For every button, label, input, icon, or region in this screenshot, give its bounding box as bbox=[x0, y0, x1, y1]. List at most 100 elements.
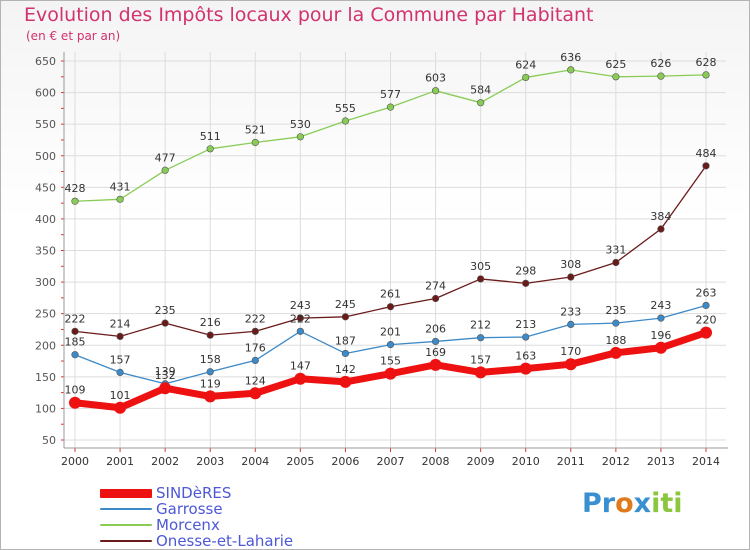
data-label-onesse-et-laharie: 261 bbox=[380, 288, 401, 301]
data-point-morcenx bbox=[386, 103, 395, 111]
data-point-garrosse bbox=[386, 341, 395, 349]
data-label-morcenx: 624 bbox=[515, 58, 536, 71]
data-point-onesse-et-laharie bbox=[386, 303, 395, 311]
data-label-sind-res: 220 bbox=[696, 314, 717, 327]
data-point-onesse-et-laharie bbox=[296, 314, 304, 322]
data-label-onesse-et-laharie: 222 bbox=[245, 312, 266, 325]
y-tick-label: 300 bbox=[35, 276, 56, 289]
data-label-morcenx: 584 bbox=[470, 84, 491, 97]
data-point-morcenx bbox=[567, 66, 575, 74]
data-label-morcenx: 628 bbox=[696, 56, 717, 69]
data-point-sind-res bbox=[654, 341, 667, 354]
data-label-sind-res: 188 bbox=[605, 334, 626, 347]
x-tick-label: 2008 bbox=[422, 455, 450, 468]
data-label-garrosse: 243 bbox=[650, 299, 671, 312]
legend-item-garrosse: Garrosse bbox=[100, 501, 223, 517]
data-label-morcenx: 625 bbox=[605, 58, 626, 71]
data-point-garrosse bbox=[206, 368, 214, 376]
data-point-onesse-et-laharie bbox=[477, 275, 485, 283]
data-point-onesse-et-laharie bbox=[522, 279, 530, 287]
x-tick-label: 2013 bbox=[647, 455, 675, 468]
data-point-sind-res bbox=[294, 372, 307, 385]
data-point-sind-res bbox=[429, 358, 442, 371]
legend-swatch bbox=[100, 524, 152, 526]
data-label-garrosse: 235 bbox=[605, 304, 626, 317]
y-tick-label: 500 bbox=[35, 150, 56, 163]
legend-item-onesse-et-laharie: Onesse-et-Laharie bbox=[100, 533, 293, 549]
data-point-morcenx bbox=[71, 197, 79, 205]
data-point-garrosse bbox=[116, 368, 124, 377]
legend-swatch bbox=[100, 508, 152, 510]
x-tick-label: 2002 bbox=[151, 455, 179, 468]
y-tick-label: 250 bbox=[35, 308, 56, 321]
x-tick-label: 2007 bbox=[377, 455, 405, 468]
data-point-sind-res bbox=[159, 382, 172, 395]
data-label-morcenx: 577 bbox=[380, 88, 401, 101]
y-tick-label: 450 bbox=[35, 181, 56, 194]
data-point-onesse-et-laharie bbox=[612, 258, 620, 267]
data-label-garrosse: 157 bbox=[110, 353, 131, 366]
x-tick-label: 2001 bbox=[106, 455, 134, 468]
data-point-morcenx bbox=[702, 71, 710, 79]
data-label-sind-res: 147 bbox=[290, 360, 311, 373]
data-label-onesse-et-laharie: 216 bbox=[200, 316, 221, 329]
data-point-morcenx bbox=[206, 145, 214, 153]
data-label-onesse-et-laharie: 274 bbox=[425, 280, 446, 293]
data-point-sind-res bbox=[249, 387, 262, 400]
y-tick-label: 350 bbox=[35, 245, 56, 258]
data-label-onesse-et-laharie: 214 bbox=[110, 317, 131, 330]
data-label-garrosse: 222 bbox=[290, 312, 311, 325]
x-tick-label: 2009 bbox=[467, 455, 495, 468]
data-label-garrosse: 213 bbox=[515, 318, 536, 331]
x-tick-label: 2014 bbox=[692, 455, 720, 468]
data-point-onesse-et-laharie bbox=[702, 162, 710, 170]
data-label-sind-res: 163 bbox=[515, 350, 536, 363]
data-point-sind-res bbox=[204, 390, 217, 403]
data-label-garrosse: 206 bbox=[425, 322, 446, 335]
legend-label: Morcenx bbox=[156, 516, 220, 534]
data-point-onesse-et-laharie bbox=[251, 327, 259, 335]
data-label-onesse-et-laharie: 235 bbox=[155, 304, 176, 317]
data-label-sind-res: 101 bbox=[110, 389, 131, 402]
data-label-garrosse: 201 bbox=[380, 326, 401, 339]
x-tick-label: 2004 bbox=[241, 455, 269, 468]
data-point-onesse-et-laharie bbox=[206, 331, 214, 339]
data-label-morcenx: 626 bbox=[650, 57, 671, 70]
data-label-garrosse: 176 bbox=[245, 341, 266, 354]
data-point-morcenx bbox=[341, 117, 350, 125]
data-point-onesse-et-laharie bbox=[567, 273, 575, 281]
data-point-sind-res bbox=[339, 375, 352, 388]
data-label-sind-res: 132 bbox=[155, 369, 176, 382]
legend-item-morcenx: Morcenx bbox=[100, 517, 220, 533]
data-point-garrosse bbox=[612, 319, 620, 327]
data-point-morcenx bbox=[251, 138, 259, 147]
x-tick-label: 2005 bbox=[286, 455, 314, 468]
data-point-garrosse bbox=[522, 333, 530, 341]
data-point-garrosse bbox=[657, 314, 665, 322]
legend-swatch bbox=[100, 488, 152, 498]
data-label-sind-res: 170 bbox=[560, 345, 581, 358]
data-point-morcenx bbox=[116, 195, 124, 203]
data-label-garrosse: 158 bbox=[200, 353, 221, 366]
data-label-onesse-et-laharie: 331 bbox=[605, 244, 626, 257]
y-tick-label: 600 bbox=[35, 87, 56, 100]
data-point-morcenx bbox=[477, 99, 485, 107]
data-point-garrosse bbox=[702, 301, 710, 310]
data-point-morcenx bbox=[161, 166, 169, 174]
data-point-garrosse bbox=[251, 356, 259, 365]
data-point-sind-res bbox=[69, 396, 81, 409]
legend-item-sind-res: SINDèRES bbox=[100, 485, 231, 501]
data-point-garrosse bbox=[296, 327, 304, 335]
data-label-garrosse: 187 bbox=[335, 334, 356, 347]
data-point-onesse-et-laharie bbox=[431, 294, 440, 303]
data-label-onesse-et-laharie: 243 bbox=[290, 299, 311, 312]
data-point-sind-res bbox=[474, 366, 487, 379]
data-point-sind-res bbox=[384, 367, 397, 380]
x-tick-label: 2012 bbox=[602, 455, 630, 468]
y-tick-label: 50 bbox=[42, 434, 56, 447]
data-label-garrosse: 263 bbox=[696, 286, 717, 299]
legend-label: SINDèRES bbox=[156, 484, 232, 502]
y-tick-label: 100 bbox=[35, 402, 56, 415]
